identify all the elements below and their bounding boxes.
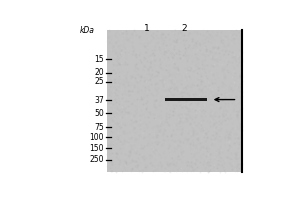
Text: 100: 100 <box>89 133 104 142</box>
Text: 2: 2 <box>181 24 187 33</box>
Text: kDa: kDa <box>80 26 95 35</box>
Text: 150: 150 <box>89 144 104 153</box>
Bar <box>165 98 207 101</box>
Text: 37: 37 <box>94 96 104 105</box>
Text: 1: 1 <box>144 24 150 33</box>
Text: 25: 25 <box>94 77 104 86</box>
Text: 20: 20 <box>94 68 104 77</box>
Text: 50: 50 <box>94 109 104 118</box>
Text: 15: 15 <box>94 55 104 64</box>
Bar <box>107 30 242 172</box>
Text: 75: 75 <box>94 123 104 132</box>
Text: 250: 250 <box>89 155 104 164</box>
